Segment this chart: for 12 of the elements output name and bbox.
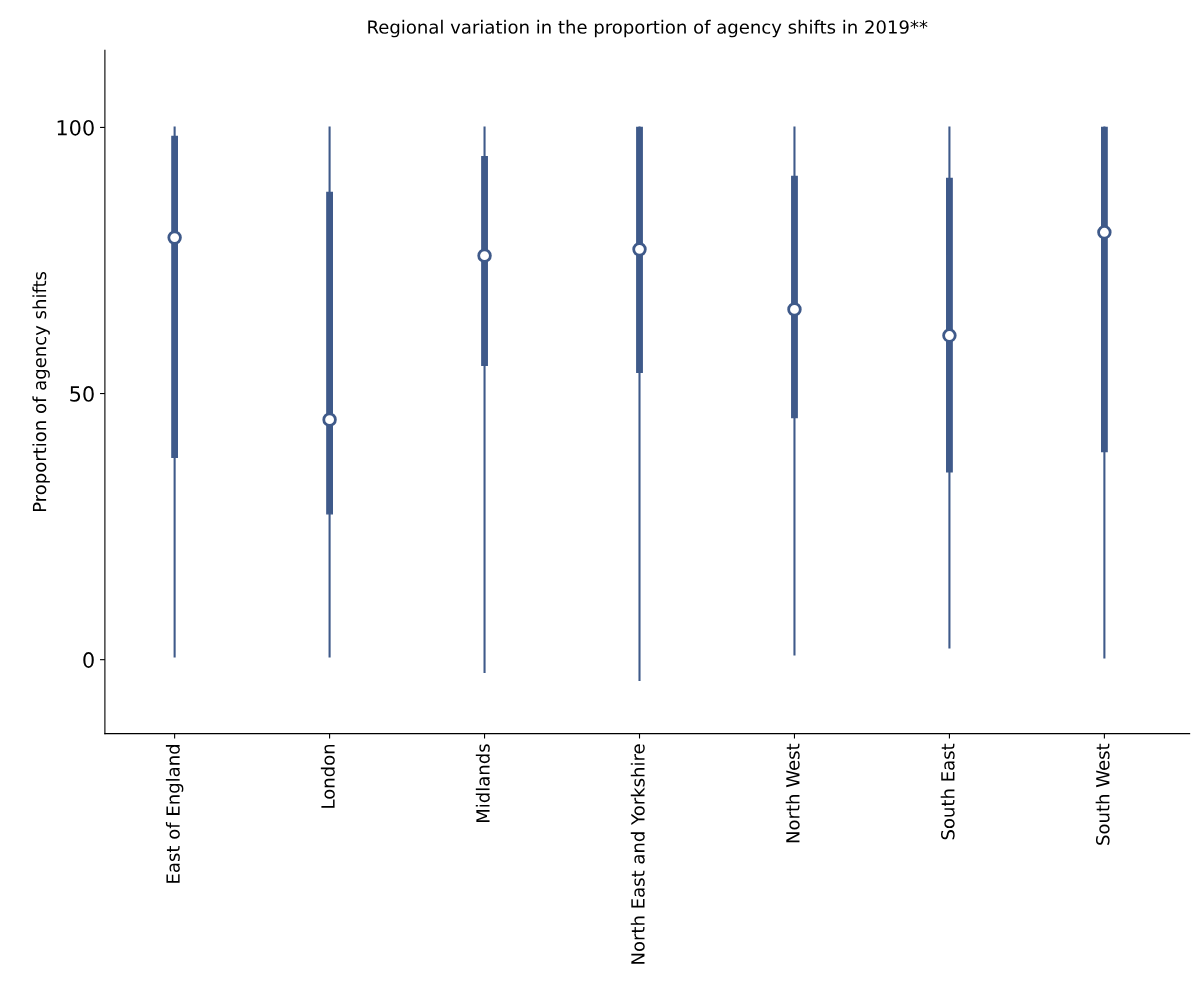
y-tick-label: 100 xyxy=(57,119,94,136)
x-tick-label: North East and Yorkshire xyxy=(630,744,645,964)
y-tick-label: 50 xyxy=(70,386,94,402)
x-tick-label: East of England xyxy=(165,745,184,883)
x-tick-label: South East xyxy=(940,743,955,840)
chart-title: Regional variation in the proportion of agency shifts in 2019** xyxy=(368,19,928,38)
x-tick-label: North West xyxy=(785,743,800,843)
y-axis-title: Proportion of agency shifts xyxy=(32,271,50,512)
x-tick-label: South West xyxy=(1095,743,1110,845)
x-tick-label: London xyxy=(320,744,335,808)
x-tick-label: Midlands xyxy=(475,744,490,823)
y-tick-label: 0 xyxy=(83,652,94,668)
